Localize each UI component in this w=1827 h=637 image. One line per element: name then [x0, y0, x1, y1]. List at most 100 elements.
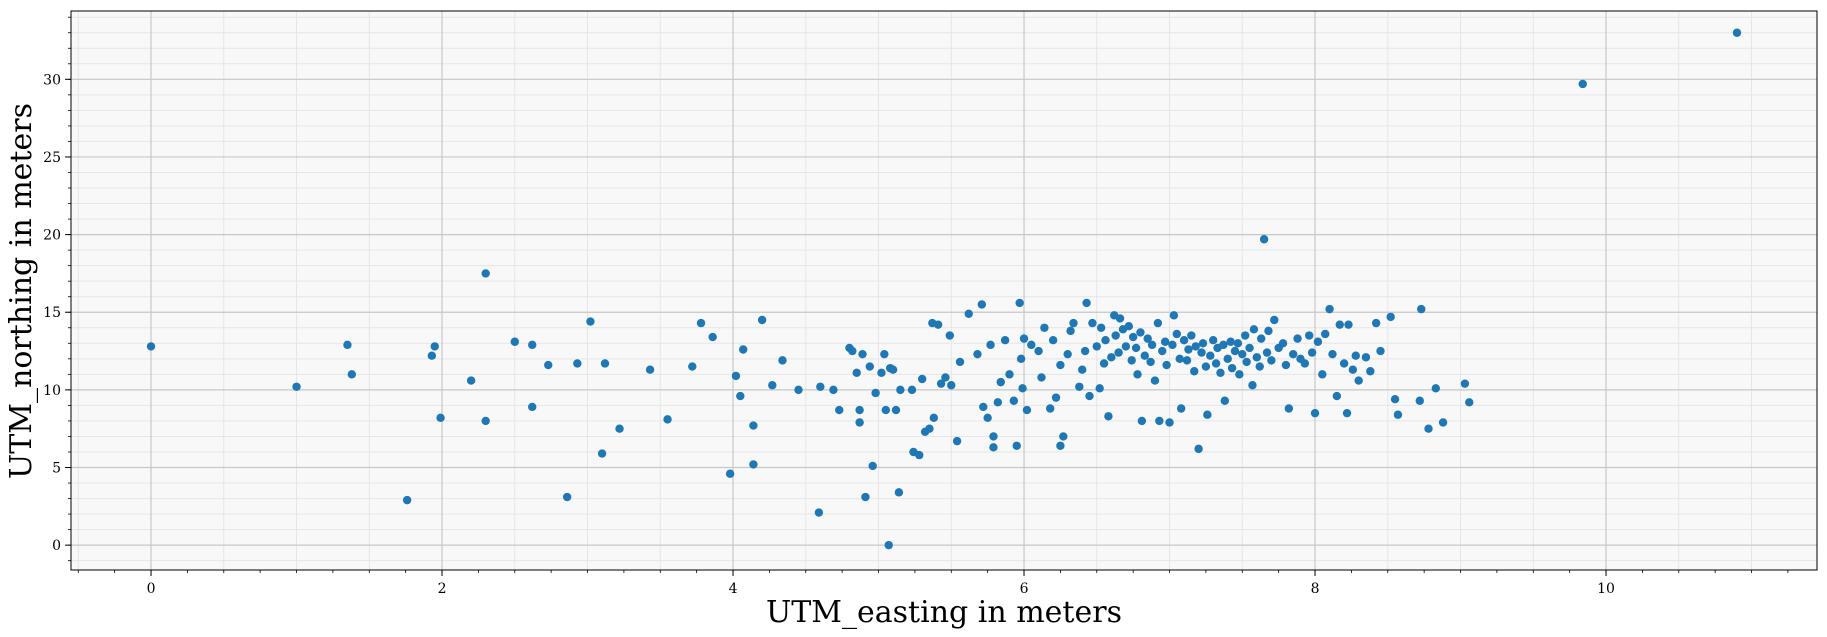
data-point	[1150, 376, 1160, 385]
data-point	[1313, 337, 1323, 346]
data-point	[1187, 331, 1196, 340]
data-point	[1335, 320, 1344, 329]
data-point	[1005, 370, 1014, 379]
x-tick-label: 8	[1311, 581, 1320, 597]
data-point	[1248, 381, 1257, 390]
data-point	[1107, 353, 1116, 362]
data-point	[888, 365, 898, 374]
y-tick-label: 15	[43, 305, 61, 321]
data-point	[1424, 424, 1433, 433]
data-point	[1172, 329, 1182, 339]
data-point	[1099, 359, 1109, 368]
data-point	[1127, 356, 1136, 365]
data-point	[1046, 404, 1055, 413]
data-point	[544, 360, 553, 370]
data-point	[1438, 418, 1448, 427]
data-point	[1732, 28, 1742, 37]
data-point	[880, 349, 889, 359]
data-point	[1386, 312, 1395, 322]
data-point	[1184, 345, 1193, 354]
data-point	[586, 317, 595, 326]
data-point	[1051, 393, 1061, 402]
data-point	[481, 269, 490, 278]
data-point	[600, 359, 610, 368]
data-point	[977, 300, 987, 309]
data-point	[736, 391, 745, 401]
data-point	[1092, 342, 1101, 351]
data-point	[1019, 334, 1029, 343]
data-point	[696, 318, 706, 328]
data-point	[778, 356, 787, 365]
data-point	[964, 309, 973, 318]
data-point	[1124, 322, 1133, 331]
data-point	[907, 385, 917, 395]
axis-ticks: 0 2 4 6 8 10 0 5 10 15 20 25 30	[43, 16, 1789, 597]
data-point	[1249, 325, 1259, 334]
data-point	[615, 424, 624, 433]
data-point	[562, 492, 572, 502]
data-point	[1114, 348, 1123, 357]
data-point	[1140, 351, 1149, 360]
data-point	[891, 405, 901, 415]
data-point	[1078, 365, 1087, 374]
data-point	[1344, 320, 1353, 329]
data-point	[597, 449, 607, 458]
data-point	[871, 388, 880, 398]
data-point	[757, 315, 767, 325]
data-point	[1339, 359, 1349, 368]
data-point	[1238, 349, 1247, 359]
data-point	[528, 402, 537, 412]
data-point	[466, 376, 476, 385]
data-point	[688, 362, 697, 371]
data-point	[1307, 348, 1317, 357]
data-point	[881, 405, 890, 415]
data-point	[1063, 349, 1072, 359]
data-point	[1080, 346, 1090, 356]
data-point	[1361, 353, 1371, 362]
data-point	[1230, 346, 1240, 356]
data-point	[1259, 235, 1269, 244]
data-point	[1037, 373, 1046, 382]
data-point	[1460, 379, 1470, 388]
data-point	[945, 331, 955, 340]
data-point	[1048, 335, 1058, 345]
data-point	[1289, 349, 1298, 359]
data-point	[1310, 408, 1320, 418]
data-point	[1056, 360, 1065, 370]
data-point	[884, 540, 893, 550]
data-point	[1012, 441, 1021, 450]
data-point	[1376, 346, 1385, 356]
data-point	[708, 332, 717, 342]
data-point	[292, 382, 301, 391]
data-point	[1175, 354, 1184, 364]
data-point	[1415, 396, 1424, 405]
data-point	[1131, 343, 1141, 353]
data-point	[1240, 331, 1250, 340]
data-point	[1095, 384, 1104, 393]
data-point	[481, 416, 490, 426]
data-point	[1332, 391, 1342, 401]
y-tick-label: 25	[43, 150, 61, 166]
y-tick-label: 5	[52, 461, 61, 477]
data-point	[1465, 398, 1474, 407]
data-point	[1082, 298, 1091, 308]
data-point	[1040, 323, 1049, 332]
data-point	[1342, 408, 1352, 418]
data-point	[1216, 368, 1225, 377]
data-point	[1203, 410, 1212, 419]
data-point	[1143, 334, 1152, 343]
data-point	[1169, 311, 1179, 320]
data-point	[952, 436, 962, 446]
data-point	[1104, 412, 1113, 421]
data-point	[1147, 340, 1157, 350]
data-point	[1242, 357, 1251, 367]
data-point	[749, 460, 758, 469]
data-point	[894, 488, 904, 497]
data-point	[663, 415, 672, 424]
data-point	[1198, 339, 1208, 348]
data-point	[1348, 365, 1358, 374]
data-point	[816, 382, 825, 391]
data-point	[1146, 357, 1155, 367]
data-point	[868, 461, 877, 471]
data-point	[528, 340, 537, 350]
